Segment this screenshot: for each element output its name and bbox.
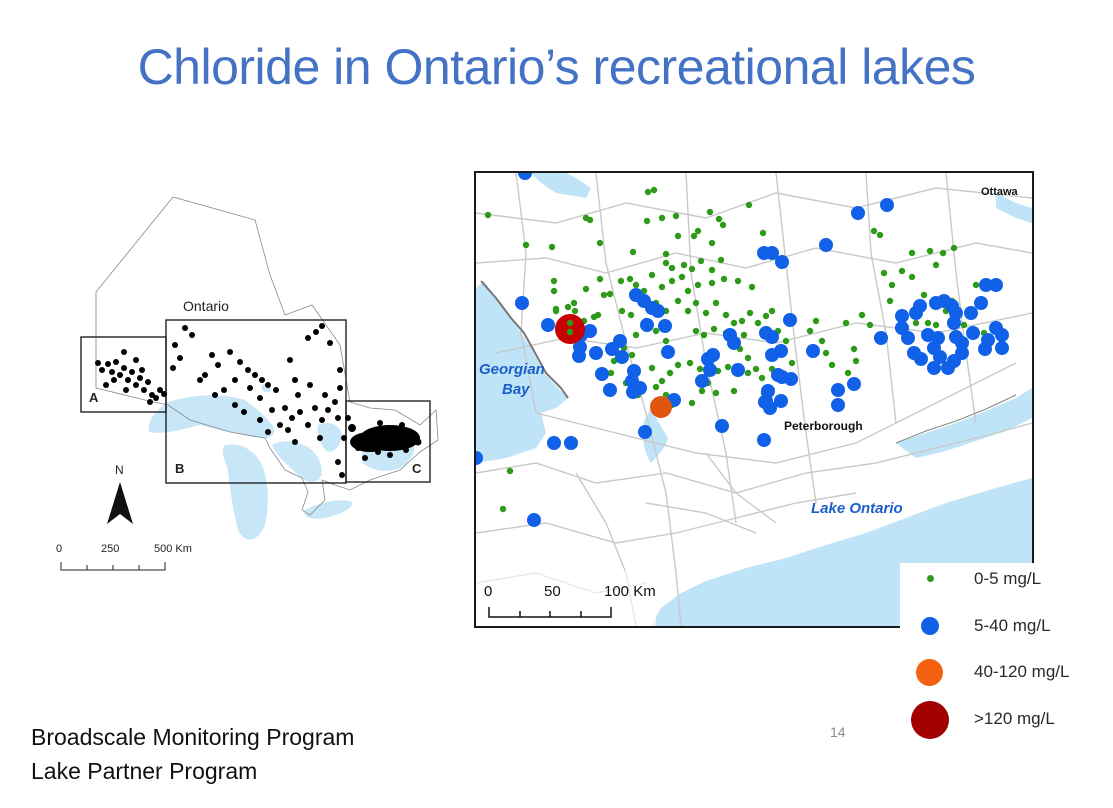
city-label-peterborough: Peterborough [784,419,863,433]
green-point-overlap [566,328,574,336]
road-network [476,173,1032,626]
legend-item-40-120: 40-120 mg/L [900,657,1113,697]
scale-tick-50: 50 [544,583,561,600]
legend-item-5-40: 5-40 mg/L [900,613,1113,653]
legend-red-dot-icon [911,701,949,739]
north-label: N [115,463,124,477]
scale-tick-0: 0 [484,583,492,600]
legend-label: 5-40 mg/L [974,616,1051,635]
legend-orange-dot-icon [916,659,943,686]
detail-water [476,173,1032,626]
inset-box-c [345,400,431,483]
city-label-ottawa: Ottawa [981,186,1019,198]
legend-green-dot-icon [927,575,934,582]
scale-tick-500: 500 Km [154,543,192,555]
ontario-outline [95,196,439,516]
footer-sources: Broadscale Monitoring Program Lake Partn… [31,720,354,788]
inset-label-a: A [89,390,99,405]
st-lawrence-shore [895,394,1017,444]
footer-line-lake-partner: Lake Partner Program [31,758,258,784]
great-lakes-water [148,383,415,540]
slide-title: Chloride in Ontario’s recreational lakes [137,39,976,95]
legend-item-0-5: 0-5 mg/L [900,567,1113,607]
water-label-georgian: Georgian [479,361,545,378]
scale-bar-overview [60,562,166,571]
points-0-5-mg-l [484,186,988,513]
footer-line-broadscale: Broadscale Monitoring Program [31,724,355,750]
map-legend: 0-5 mg/L 5-40 mg/L 40-120 mg/L >120 mg/L [900,563,1113,743]
legend-blue-dot-icon [921,617,939,635]
scale-tick-0: 0 [56,543,62,555]
region-label-ontario: Ontario [183,298,229,314]
georgian-bay-coastline [480,280,569,399]
north-arrow-icon [107,482,133,524]
inset-label-b: B [175,461,184,476]
scale-tick-100: 100 Km [604,583,656,600]
legend-label: 0-5 mg/L [974,569,1042,588]
legend-item-over-120: >120 mg/L [900,701,1113,741]
scale-tick-250: 250 [101,543,119,555]
scale-bar-detail [488,607,612,618]
sample-points-overview [95,323,422,478]
inset-label-c: C [412,461,422,476]
ontario-overview-map: Ontario A B C N 0 250 500 Km [40,180,440,580]
green-point-overlap [566,319,574,327]
legend-label: >120 mg/L [974,709,1055,728]
legend-label: 40-120 mg/L [974,662,1070,681]
point-40-120-mg-l [650,396,672,418]
water-label-lake-ontario: Lake Ontario [811,500,903,517]
page-number: 14 [830,724,846,740]
water-label-bay: Bay [502,381,530,398]
detail-map-inset-c: Ottawa Peterborough Georgian Bay Lake On… [474,171,1034,628]
